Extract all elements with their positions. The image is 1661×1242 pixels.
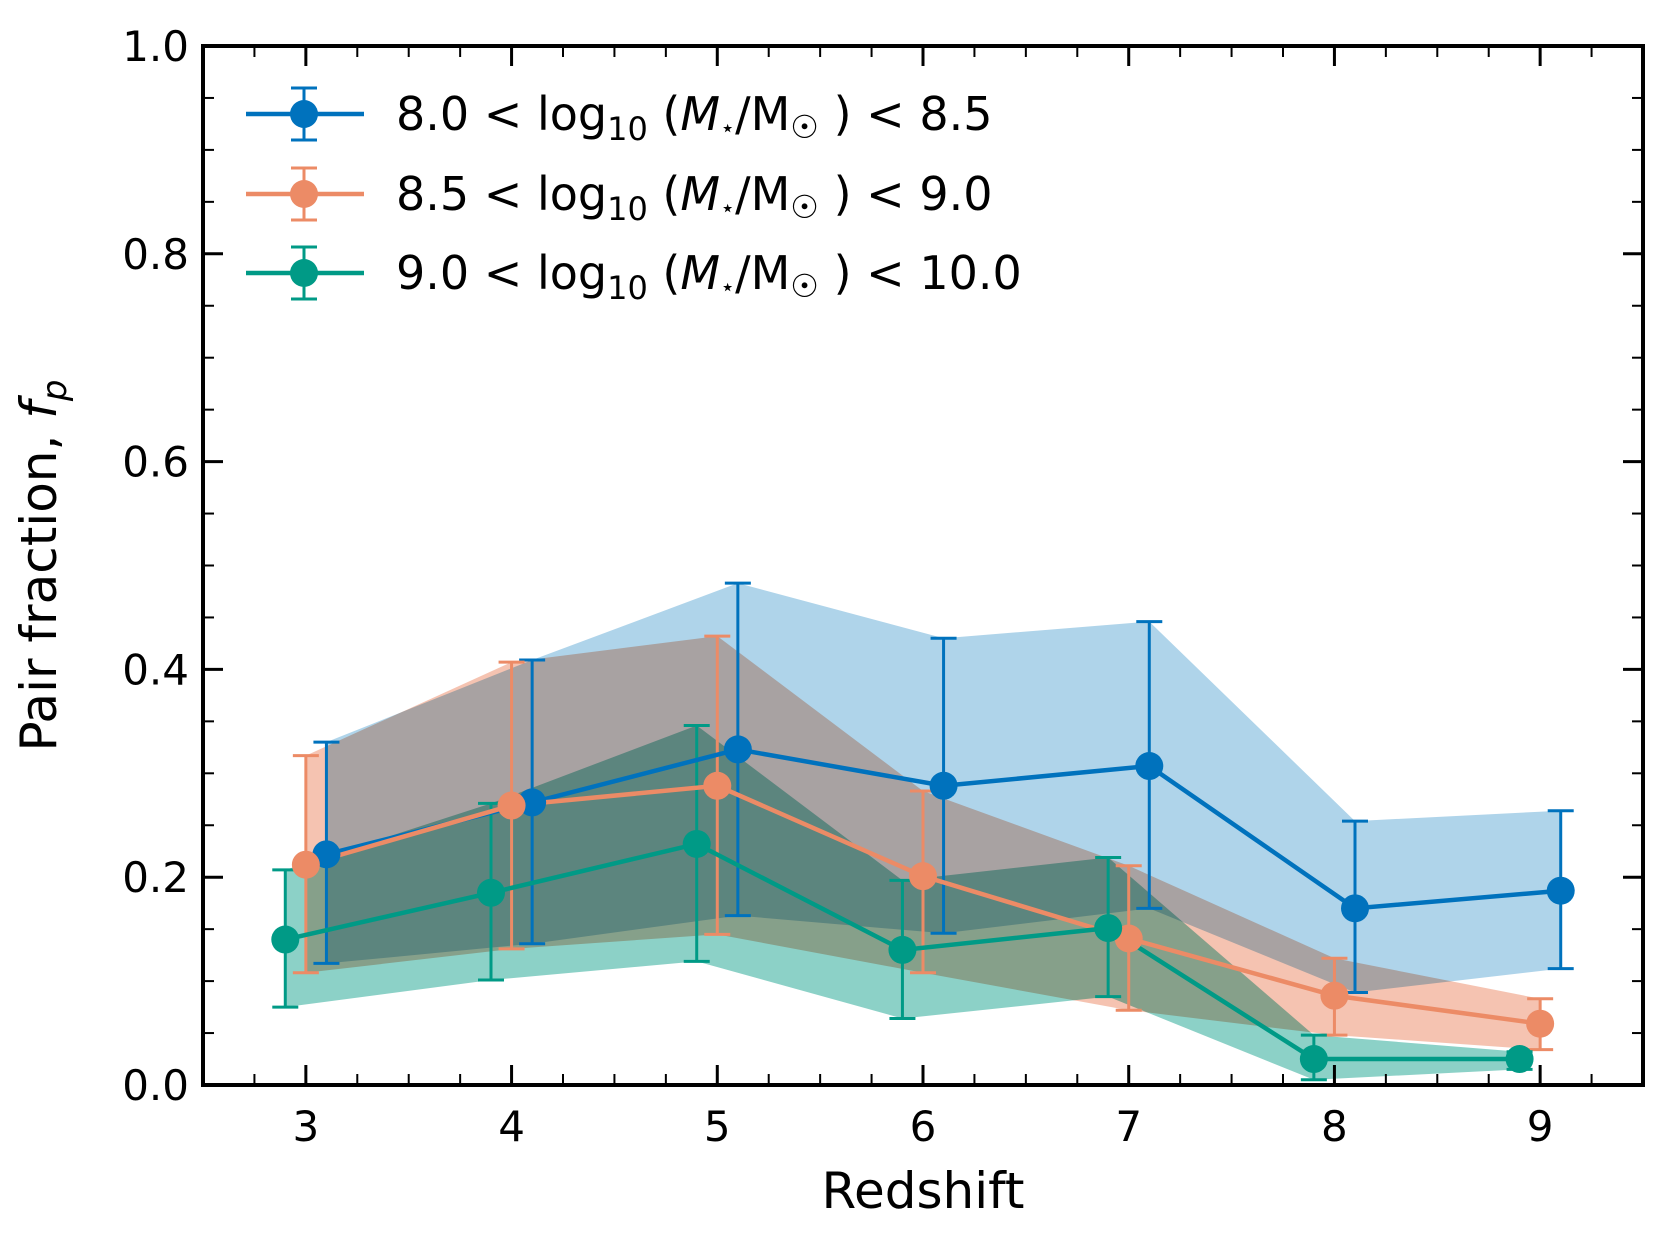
x-tick-label: 5: [704, 1102, 731, 1151]
legend-label: 8.5 < log10 (M⋆/M☉ ) < 9.0: [396, 167, 993, 228]
data-point: [682, 829, 711, 858]
data-point: [1320, 981, 1349, 1010]
y-tick-label: 0.6: [122, 438, 189, 487]
x-tick-label: 7: [1115, 1102, 1142, 1151]
data-point: [1526, 1009, 1555, 1038]
legend-label-part: M: [680, 246, 720, 300]
data-points: [271, 735, 1575, 1074]
data-point: [909, 862, 937, 891]
y-tick-label: 0.2: [122, 853, 189, 902]
x-tick-label: 6: [910, 1102, 937, 1151]
data-point: [1505, 1045, 1534, 1074]
plot-frame: [201, 44, 1645, 1087]
x-tick-label: 8: [1321, 1102, 1348, 1151]
data-point: [1341, 894, 1369, 923]
legend-label-part: ☉: [790, 267, 819, 305]
legend-label-part: /M: [735, 246, 790, 300]
legend-marker: [290, 100, 318, 128]
y-axis-title-subscript: p: [35, 380, 75, 403]
y-axis-title: Pair fraction, fp: [10, 380, 75, 752]
legend-label-part: ⋆: [720, 114, 735, 142]
legend-label-part: (: [648, 246, 681, 300]
legend-marker: [290, 259, 318, 287]
legend-label: 8.0 < log10 (M⋆/M☉ ) < 8.5: [396, 87, 993, 148]
data-point: [1135, 752, 1164, 781]
x-tick-label: 9: [1527, 1102, 1554, 1151]
data-point: [1546, 876, 1575, 905]
data-point: [1299, 1045, 1328, 1074]
data-point: [723, 735, 752, 764]
data-point: [271, 925, 300, 954]
tick-labels: 3 4 5 6 7 8 9 0.0 0.2 0.4 0.6 0.8 1.0: [122, 22, 1553, 1151]
legend-label-part: ) < 9.0: [819, 167, 993, 221]
legend-label-part: 8.0 < log: [396, 87, 607, 141]
data-point: [291, 850, 320, 879]
x-axis-title: Redshift: [822, 1162, 1025, 1220]
data-point: [518, 788, 547, 817]
legend-label-part: (: [648, 167, 681, 221]
legend-label-part: /M: [735, 167, 790, 221]
data-point: [929, 771, 958, 800]
legend-subscript: 10: [607, 190, 648, 228]
legend-label-part: ☉: [790, 108, 819, 146]
legend-label-part: M: [680, 167, 720, 221]
legend-label-part: ⋆: [720, 273, 735, 301]
y-axis-title-text: Pair fraction,: [10, 419, 68, 752]
legend: 8.0 < log10 (M⋆/M☉ ) < 8.58.5 < log10 (M…: [246, 86, 1022, 307]
legend-label-part: ⋆: [720, 194, 735, 222]
y-tick-label: 1.0: [122, 22, 189, 71]
legend-label-part: ) < 8.5: [819, 87, 993, 141]
data-point: [1094, 914, 1123, 943]
legend-label-part: 9.0 < log: [396, 246, 607, 300]
legend-subscript: 10: [607, 269, 648, 307]
x-tick-label: 4: [498, 1102, 525, 1151]
legend-label: 9.0 < log10 (M⋆/M☉ ) < 10.0: [396, 246, 1022, 307]
y-tick-label: 0.4: [122, 645, 189, 694]
legend-marker: [290, 180, 318, 208]
legend-label-part: 8.5 < log: [396, 167, 607, 221]
data-point: [497, 791, 526, 820]
data-point: [703, 771, 732, 800]
legend-label-part: /M: [735, 87, 790, 141]
legend-subscript: 10: [607, 110, 648, 148]
data-point: [888, 935, 917, 964]
legend-label-part: M: [680, 87, 720, 141]
y-tick-label: 0.8: [122, 230, 189, 279]
legend-label-part: ☉: [790, 188, 819, 226]
legend-label-part: (: [648, 87, 681, 141]
y-tick-label: 0.0: [122, 1061, 189, 1110]
legend-label-part: ) < 10.0: [819, 246, 1022, 300]
data-point: [477, 878, 505, 907]
x-tick-label: 3: [292, 1102, 319, 1151]
